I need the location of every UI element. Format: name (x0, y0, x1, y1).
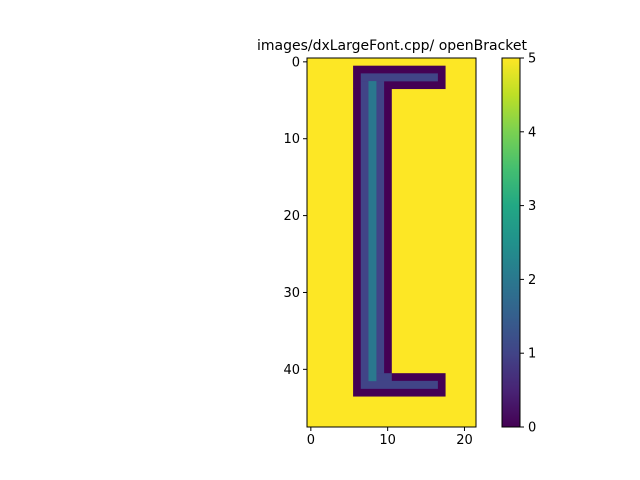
colorbar (501, 57, 521, 428)
x-tick-label: 20 (456, 433, 473, 448)
colorbar-tick-label: 5 (528, 52, 536, 67)
y-axis: 0 10 20 30 40 (283, 55, 307, 378)
x-tick-label: 10 (379, 433, 396, 448)
colorbar-axis: 0 1 2 3 4 5 (520, 52, 536, 436)
y-tick-label: 0 (292, 55, 300, 70)
y-tick-label: 10 (283, 132, 300, 147)
x-tick-label: 0 (307, 433, 315, 448)
heatmap-cell-block (368, 81, 377, 382)
colorbar-tick-label: 2 (528, 273, 536, 288)
y-tick-label: 20 (283, 209, 300, 224)
heatmap-cell-block (376, 81, 385, 374)
plot-frame (306, 57, 477, 428)
y-tick-label: 30 (283, 286, 300, 301)
colorbar-tick-label: 0 (528, 421, 536, 436)
heatmap-cell-block (360, 81, 369, 382)
chart-title: images/dxLargeFont.cpp/ openBracket (257, 38, 528, 54)
heatmap-cell-block (376, 373, 392, 382)
colorbar-tick-label: 3 (528, 199, 536, 214)
heatmap-cell-block (360, 380, 438, 389)
heatmap-cell-block (360, 73, 438, 82)
colorbar-tick-label: 4 (528, 125, 536, 140)
heatmap (307, 58, 476, 427)
colorbar-tick-label: 1 (528, 347, 536, 362)
y-tick-label: 40 (283, 363, 300, 378)
x-axis: 0 10 20 (307, 427, 473, 448)
